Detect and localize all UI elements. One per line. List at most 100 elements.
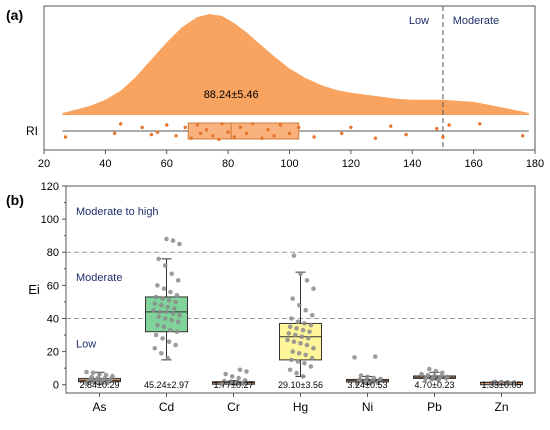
data-point — [156, 256, 161, 262]
data-point — [438, 374, 444, 379]
data-point — [211, 134, 215, 138]
data-point — [153, 332, 159, 338]
data-point — [312, 135, 316, 139]
x-tick-label: Pb — [427, 400, 442, 414]
panel-a-label: (a) — [6, 7, 23, 23]
data-point — [371, 375, 377, 381]
data-point — [303, 352, 309, 358]
data-point — [155, 283, 160, 288]
data-point — [169, 271, 174, 277]
data-point — [295, 359, 301, 364]
data-point — [296, 302, 302, 308]
data-point — [165, 123, 169, 127]
mean-annotation: 1.77±0.27 — [214, 380, 254, 390]
data-point — [161, 286, 167, 292]
annotation-layer: 2.84±0.29 45.24±2.97 1.77±0.27 29.10±3.56 3.… — [80, 380, 522, 390]
data-point — [308, 322, 314, 328]
data-point — [140, 125, 144, 130]
zone-label: Moderate to high — [76, 206, 159, 218]
data-point — [155, 322, 160, 328]
y-tick-label: 60 — [47, 280, 59, 292]
data-point — [260, 136, 264, 140]
x-tick-label: 60 — [161, 158, 173, 170]
data-point — [433, 368, 439, 374]
data-point — [173, 342, 178, 348]
data-point — [97, 371, 102, 377]
data-point — [295, 319, 301, 325]
data-point — [299, 334, 305, 340]
data-point — [373, 354, 378, 359]
x-tick-label: 160 — [464, 158, 482, 170]
x-tick-label: Hg — [293, 400, 308, 414]
x-tick-label: 180 — [526, 158, 544, 170]
data-point — [175, 319, 181, 325]
data-point — [174, 293, 180, 298]
zone-label-low: Low — [409, 15, 429, 27]
data-point — [441, 135, 445, 139]
data-point — [278, 123, 282, 127]
data-point — [189, 136, 193, 140]
data-point — [161, 324, 167, 330]
points-layer — [63, 122, 525, 142]
data-point — [291, 253, 297, 258]
data-point — [300, 327, 306, 333]
panel-b: (b) Ei 0 20 40 60 80 100 120 Low Moderate Modera… — [6, 181, 536, 414]
data-point — [177, 312, 182, 318]
data-point — [235, 379, 240, 385]
data-point — [110, 373, 115, 379]
data-point — [173, 299, 178, 305]
data-point — [244, 131, 249, 136]
zone-label-moderate: Moderate — [453, 15, 499, 27]
data-point — [478, 122, 482, 126]
data-point — [373, 136, 378, 140]
data-point — [242, 378, 248, 383]
data-point — [286, 331, 292, 336]
data-point — [165, 304, 171, 310]
data-point — [302, 360, 307, 366]
y-tick-label: 80 — [47, 247, 59, 259]
density-layer — [62, 14, 529, 115]
data-point — [119, 122, 123, 126]
data-point — [226, 130, 230, 134]
data-point — [95, 375, 101, 381]
data-point — [174, 329, 180, 335]
data-point — [287, 324, 293, 330]
data-point — [164, 309, 169, 315]
x-tick-label: Cd — [159, 400, 174, 414]
data-point — [160, 336, 165, 341]
category-label-ri: RI — [26, 124, 38, 138]
data-point — [172, 306, 177, 311]
x-tick-label: 80 — [222, 158, 234, 170]
mean-annotation: 45.24±2.97 — [144, 380, 189, 390]
x-tick-label: 120 — [342, 158, 360, 170]
data-point — [425, 372, 431, 378]
data-point — [304, 342, 310, 348]
data-point — [289, 316, 294, 321]
data-point — [290, 349, 296, 354]
data-point — [432, 373, 437, 379]
x-tick-label: As — [92, 400, 106, 414]
data-point — [152, 301, 158, 306]
x-axis: As Cd Cr Hg Ni Pb Zn — [92, 393, 509, 414]
data-point — [440, 370, 445, 376]
data-point — [349, 125, 353, 130]
data-point — [232, 135, 236, 139]
data-point — [308, 364, 314, 369]
data-point — [307, 329, 312, 335]
data-point — [162, 263, 168, 268]
data-point — [151, 307, 156, 313]
data-point — [159, 302, 164, 308]
data-point — [298, 341, 303, 346]
x-tick-label: 40 — [99, 158, 111, 170]
data-point — [304, 278, 310, 283]
y-tick-label: 120 — [41, 181, 59, 193]
data-point — [266, 128, 270, 132]
data-point — [294, 326, 299, 331]
data-point — [90, 370, 96, 376]
data-point — [285, 337, 290, 343]
data-point — [389, 124, 393, 128]
data-point — [160, 296, 165, 301]
mean-annotation: 1.33±0.05 — [482, 380, 522, 390]
data-point — [195, 123, 200, 127]
data-point — [162, 316, 168, 321]
